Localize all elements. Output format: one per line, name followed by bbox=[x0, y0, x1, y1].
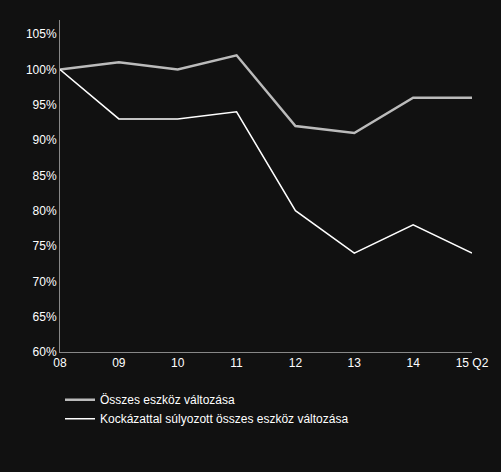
svg-text:75%: 75% bbox=[33, 239, 57, 253]
svg-text:11: 11 bbox=[230, 356, 243, 370]
svg-text:85%: 85% bbox=[33, 169, 57, 183]
svg-text:09: 09 bbox=[112, 356, 126, 370]
svg-text:13: 13 bbox=[348, 356, 362, 370]
svg-text:105%: 105% bbox=[26, 27, 57, 41]
svg-text:95%: 95% bbox=[33, 98, 57, 112]
svg-text:10: 10 bbox=[171, 356, 185, 370]
svg-text:15 Q2: 15 Q2 bbox=[456, 356, 489, 370]
svg-text:Kockázattal súlyozott összes e: Kockázattal súlyozott összes eszköz vált… bbox=[100, 412, 348, 426]
svg-text:60%: 60% bbox=[33, 345, 57, 359]
svg-text:100%: 100% bbox=[26, 63, 57, 77]
svg-text:14: 14 bbox=[406, 356, 420, 370]
svg-text:90%: 90% bbox=[33, 133, 57, 147]
svg-text:12: 12 bbox=[289, 356, 303, 370]
svg-text:70%: 70% bbox=[33, 275, 57, 289]
svg-text:80%: 80% bbox=[33, 204, 57, 218]
svg-text:65%: 65% bbox=[33, 310, 57, 324]
svg-text:08: 08 bbox=[53, 356, 67, 370]
svg-text:Összes eszköz változása: Összes eszköz változása bbox=[100, 393, 235, 407]
